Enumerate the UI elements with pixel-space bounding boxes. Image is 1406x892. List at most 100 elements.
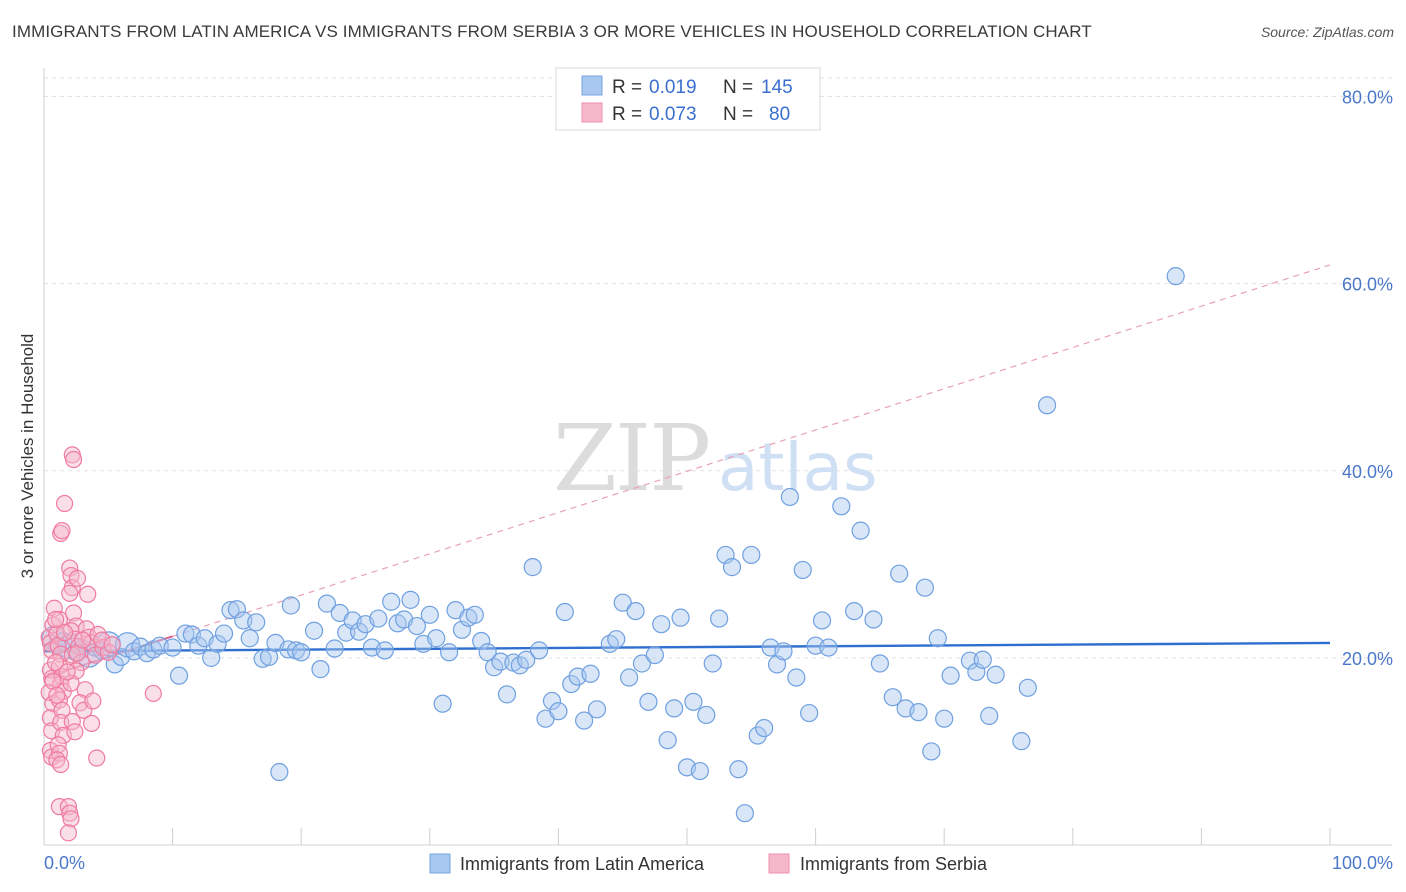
point-serbia <box>53 522 71 540</box>
point-latin-america <box>270 762 289 782</box>
point-latin-america <box>169 666 189 685</box>
point-latin-america <box>870 654 890 673</box>
point-latin-america <box>665 699 684 718</box>
point-latin-america <box>632 654 652 673</box>
stats-n-value-2: 80 <box>769 104 790 125</box>
point-latin-america <box>620 668 639 687</box>
point-serbia <box>46 610 65 629</box>
point-serbia <box>50 610 69 629</box>
y-tick-label-20: 20.0% <box>1342 649 1393 669</box>
point-serbia <box>64 450 83 469</box>
point-latin-america <box>439 643 459 662</box>
y-tick-label-40: 40.0% <box>1342 462 1393 482</box>
trend-line-latin-america <box>43 641 1331 653</box>
point-latin-america <box>304 621 324 640</box>
y-tick-label-80: 80.0% <box>1342 88 1393 108</box>
point-latin-america <box>883 688 902 707</box>
point-latin-america <box>317 594 337 613</box>
point-serbia <box>93 631 111 649</box>
stats-n-value-1: 145 <box>761 77 793 98</box>
point-serbia <box>43 669 61 688</box>
point-serbia <box>63 712 81 731</box>
point-latin-america <box>780 487 799 507</box>
point-latin-america <box>189 636 208 655</box>
point-latin-america <box>832 497 851 516</box>
point-latin-america <box>433 694 452 713</box>
point-latin-america <box>607 630 626 649</box>
point-serbia <box>62 674 80 692</box>
x-tick-label-min: 0.0% <box>44 853 85 873</box>
point-serbia <box>88 749 106 767</box>
point-latin-america <box>465 605 484 624</box>
point-latin-america <box>613 593 632 612</box>
point-serbia <box>84 692 102 710</box>
point-latin-america <box>652 615 671 634</box>
point-latin-america <box>626 601 645 621</box>
trend-line-serbia-extended <box>172 264 1331 637</box>
point-serbia <box>58 663 76 681</box>
stats-box: R = 0.019 N = 145 R = 0.073 N = 80 <box>555 67 821 131</box>
point-latin-america <box>767 655 787 674</box>
stats-r-value-2: 0.073 <box>649 104 697 125</box>
point-latin-america <box>973 650 992 669</box>
point-latin-america <box>645 645 664 665</box>
point-latin-america <box>587 700 607 719</box>
legend-swatch-latin-america <box>429 853 451 874</box>
x-tick-label-max: 100.0% <box>1332 853 1393 873</box>
point-latin-america <box>311 660 330 679</box>
chart-source: Source: ZipAtlas.com <box>1260 24 1394 40</box>
point-latin-america <box>292 643 311 662</box>
point-latin-america <box>774 642 793 661</box>
point-latin-america <box>890 564 909 583</box>
point-latin-america <box>491 652 510 671</box>
point-serbia <box>55 494 74 513</box>
point-latin-america <box>703 654 722 673</box>
point-serbia <box>61 804 79 822</box>
point-serbia <box>144 684 162 703</box>
point-latin-america <box>221 601 240 620</box>
point-latin-america <box>735 804 754 823</box>
point-serbia <box>55 624 74 642</box>
point-latin-america <box>562 674 581 694</box>
point-latin-america <box>800 703 819 723</box>
point-serbia <box>52 755 70 774</box>
legend-label-serbia: Immigrants from Serbia <box>800 854 988 874</box>
point-latin-america <box>787 668 806 687</box>
point-latin-america <box>349 622 369 641</box>
point-serbia <box>53 701 71 719</box>
legend-label-latin-america: Immigrants from Latin America <box>460 854 705 874</box>
point-serbia <box>68 644 87 662</box>
point-latin-america <box>697 705 716 725</box>
point-serbia <box>66 723 84 741</box>
stats-r-label-2: R = <box>612 104 642 125</box>
point-latin-america <box>555 602 574 622</box>
point-latin-america <box>864 610 883 629</box>
point-latin-america <box>497 685 517 704</box>
point-latin-america <box>176 624 195 643</box>
y-tick-labels: 20.0% 40.0% 60.0% 80.0% <box>1342 88 1393 669</box>
point-latin-america <box>915 578 935 597</box>
stats-n-label-1: N = <box>723 77 753 98</box>
legend: Immigrants from Latin America Immigrants… <box>429 853 988 874</box>
stats-r-label-1: R = <box>612 77 642 98</box>
point-serbia <box>75 701 93 719</box>
point-latin-america <box>1012 732 1031 751</box>
point-latin-america <box>240 629 259 648</box>
point-latin-america <box>851 521 870 540</box>
point-latin-america <box>281 596 301 615</box>
point-latin-america <box>1018 678 1037 697</box>
point-latin-america <box>941 666 960 685</box>
point-serbia <box>82 714 101 732</box>
point-latin-america <box>549 702 568 721</box>
point-latin-america <box>530 641 549 660</box>
point-latin-america <box>986 665 1005 684</box>
point-latin-america <box>420 605 439 624</box>
x-axis-ticks <box>172 828 1331 845</box>
point-latin-america <box>214 624 234 643</box>
point-latin-america <box>819 638 838 657</box>
point-latin-america <box>472 631 491 651</box>
point-latin-america <box>427 629 446 648</box>
point-serbia <box>52 524 70 543</box>
point-serbia <box>48 686 66 704</box>
